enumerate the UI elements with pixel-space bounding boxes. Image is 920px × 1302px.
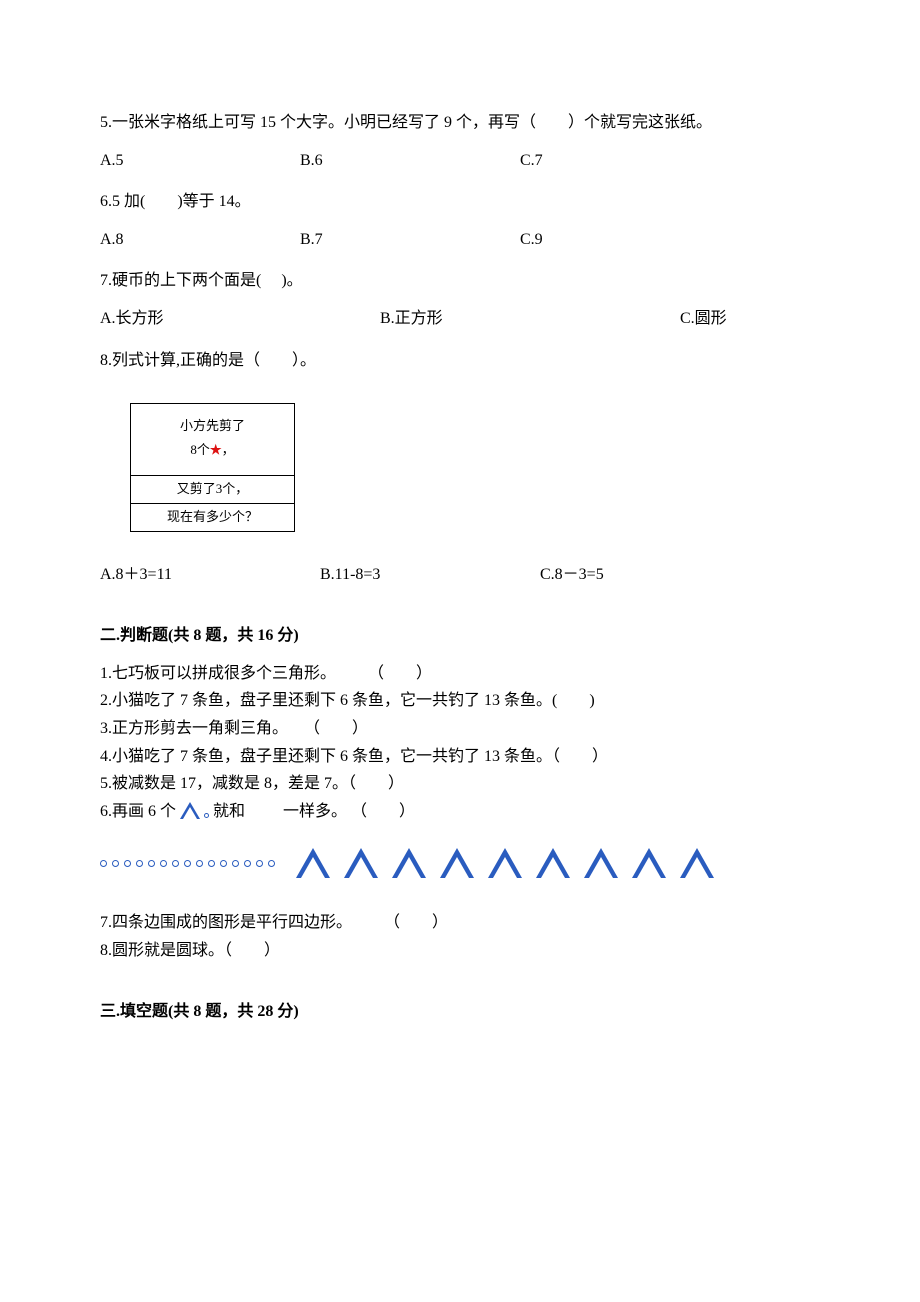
section-2-title: 二.判断题(共 8 题，共 16 分) (100, 623, 820, 649)
question-7: 7.硬币的上下两个面是( )。 A.长方形 B.正方形 C.圆形 (100, 268, 820, 331)
judge-7: 7.四条边围成的图形是平行四边形。 （ ） (100, 910, 820, 936)
q5-opt-a: A.5 (100, 148, 300, 174)
q8-box-line2-post: ， (222, 442, 235, 457)
big-triangle-icon (680, 848, 714, 878)
j1-text: 1.七巧板可以拼成很多个三角形。 (100, 665, 336, 682)
big-triangle-icon (296, 848, 330, 878)
big-triangle-icon (536, 848, 570, 878)
q8-opt-b: B.11-8=3 (320, 562, 540, 588)
section-3-title: 三.填空题(共 8 题，共 28 分) (100, 999, 820, 1025)
j6-bracket: （ ） (351, 803, 415, 820)
q6-options: A.8 B.7 C.9 (100, 227, 820, 253)
judge-1: 1.七巧板可以拼成很多个三角形。 （ ） (100, 661, 820, 687)
judge-2: 2.小猫吃了 7 条鱼，盘子里还剩下 6 条鱼，它一共钓了 13 条鱼。( ) (100, 688, 820, 714)
big-triangle-icon (584, 848, 618, 878)
small-circle-icon (256, 860, 263, 867)
q6-opt-c: C.9 (520, 227, 543, 253)
q8-options: A.8＋3=11 B.11-8=3 C.8－3=5 (100, 562, 820, 588)
j4-text: 4.小猫吃了 7 条鱼，盘子里还剩下 6 条鱼，它一共钓了 13 条鱼。 (100, 748, 552, 765)
triangle-icon (180, 802, 200, 819)
q7-opt-c: C.圆形 (680, 306, 727, 332)
q8-box-line2-pre: 8个 (190, 442, 210, 457)
q7-opt-b: B.正方形 (380, 306, 680, 332)
judge-6: 6.再画 6 个 就和 一样多。 （ ） (100, 799, 820, 825)
j1-bracket: （ ） (376, 665, 432, 682)
j4-bracket: （ ） (552, 748, 608, 765)
small-circle-icon (148, 860, 155, 867)
j8-text: 8.圆形就是圆球。 (100, 942, 224, 959)
small-circle-icon (208, 860, 215, 867)
j5-bracket: （ ） (348, 775, 404, 792)
q5-opt-b: B.6 (300, 148, 520, 174)
j6-mid: 就和 (213, 803, 245, 820)
big-triangle-icon (392, 848, 426, 878)
small-circle-icon (184, 860, 191, 867)
q5-opt-c: C.7 (520, 148, 543, 174)
q6-opt-b: B.7 (300, 227, 520, 253)
q8-box-top: 小方先剪了 8个★， (131, 404, 294, 475)
q8-text: 8.列式计算,正确的是（ ）。 (100, 348, 820, 374)
q8-story-box: 小方先剪了 8个★， 又剪了3个， 现在有多少个？ (130, 403, 295, 531)
question-5: 5.一张米字格纸上可写 15 个大字。小明已经写了 9 个，再写（ ）个就写完这… (100, 110, 820, 173)
dot-icon (204, 813, 209, 818)
small-circle-icon (112, 860, 119, 867)
big-triangle-icon (632, 848, 666, 878)
q7-options: A.长方形 B.正方形 C.圆形 (100, 306, 820, 332)
judge-3: 3.正方形剪去一角剩三角。 （ ） (100, 716, 820, 742)
shapes-row (100, 848, 820, 878)
big-triangle-icon (488, 848, 522, 878)
judge-4: 4.小猫吃了 7 条鱼，盘子里还剩下 6 条鱼，它一共钓了 13 条鱼。（ ） (100, 744, 820, 770)
j8-bracket: （ ） (224, 942, 280, 959)
q7-opt-a: A.长方形 (100, 306, 380, 332)
j6-pre: 6.再画 6 个 (100, 803, 176, 820)
small-circle-icon (220, 860, 227, 867)
q8-opt-c: C.8－3=5 (540, 562, 604, 588)
small-circle-icon (244, 860, 251, 867)
j6-post: 一样多。 (283, 803, 347, 820)
judge-5: 5.被减数是 17，减数是 8，差是 7。（ ） (100, 771, 820, 797)
small-circle-icon (136, 860, 143, 867)
small-circle-icon (160, 860, 167, 867)
big-triangle-icon (440, 848, 474, 878)
q5-text: 5.一张米字格纸上可写 15 个大字。小明已经写了 9 个，再写（ ）个就写完这… (100, 110, 820, 136)
q5-options: A.5 B.6 C.7 (100, 148, 820, 174)
j3-text: 3.正方形剪去一角剩三角。 (100, 720, 288, 737)
j5-text: 5.被减数是 17，减数是 8，差是 7。 (100, 775, 348, 792)
small-circle-icon (100, 860, 107, 867)
q7-text: 7.硬币的上下两个面是( )。 (100, 268, 820, 294)
small-circle-icon (268, 860, 275, 867)
q8-box-bot: 现在有多少个？ (131, 504, 294, 531)
judge-8: 8.圆形就是圆球。（ ） (100, 938, 820, 964)
j2-bracket: ( ) (552, 692, 595, 709)
j7-bracket: （ ） (392, 914, 448, 931)
j2-text: 2.小猫吃了 7 条鱼，盘子里还剩下 6 条鱼，它一共钓了 13 条鱼。 (100, 692, 552, 709)
j7-text: 7.四条边围成的图形是平行四边形。 (100, 914, 352, 931)
q6-opt-a: A.8 (100, 227, 300, 253)
big-triangle-icon (344, 848, 378, 878)
question-6: 6.5 加( )等于 14。 A.8 B.7 C.9 (100, 189, 820, 252)
q8-opt-a: A.8＋3=11 (100, 562, 320, 588)
star-icon: ★ (210, 442, 222, 457)
j3-bracket: （ ） (312, 720, 368, 737)
q8-box-line1: 小方先剪了 (180, 418, 245, 433)
q6-text: 6.5 加( )等于 14。 (100, 189, 820, 215)
small-circle-icon (124, 860, 131, 867)
small-circle-icon (172, 860, 179, 867)
q8-box-mid: 又剪了3个， (131, 475, 294, 504)
question-8: 8.列式计算,正确的是（ ）。 小方先剪了 8个★， 又剪了3个， 现在有多少个… (100, 348, 820, 588)
small-circle-icon (196, 860, 203, 867)
small-circle-icon (232, 860, 239, 867)
